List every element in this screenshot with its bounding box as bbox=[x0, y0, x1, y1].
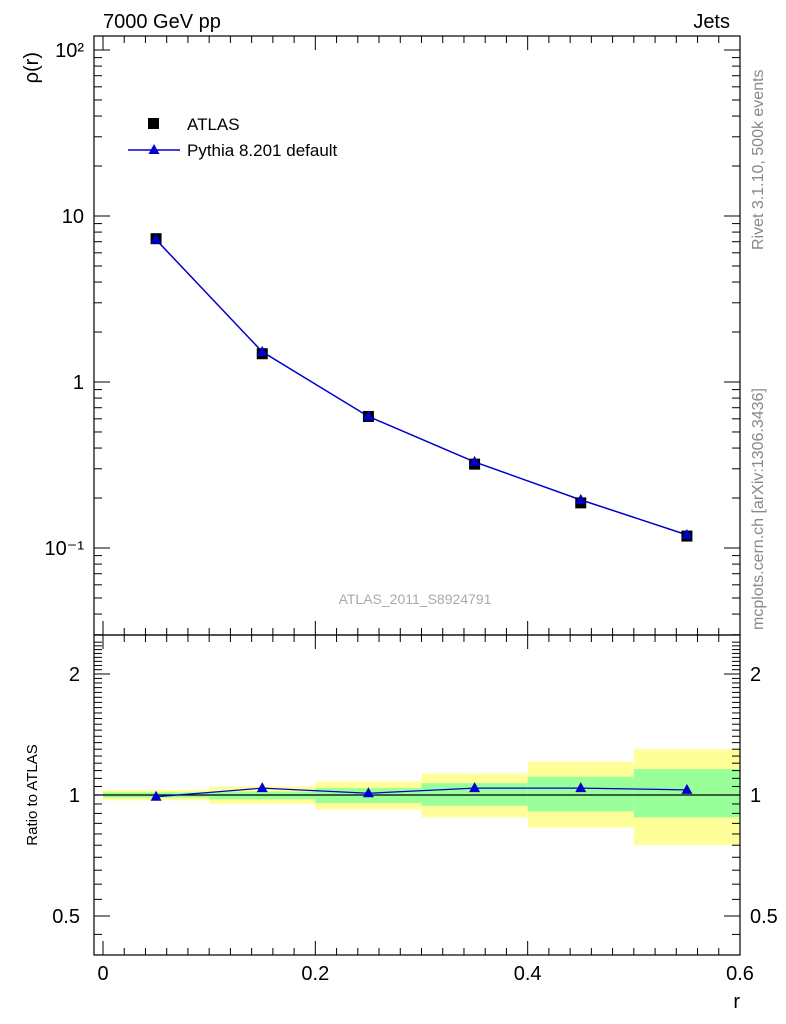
ratio-point bbox=[575, 782, 587, 793]
xlabel: r bbox=[733, 991, 740, 1013]
legend-pythia-label: Pythia 8.201 default bbox=[187, 141, 338, 160]
rivet-label: Rivet 3.1.10, 500k events bbox=[750, 69, 767, 250]
x-tick-label: 0.6 bbox=[726, 963, 754, 985]
ratio-stat-band-4 bbox=[527, 776, 634, 812]
ratio-y-tick-label-right: 2 bbox=[750, 664, 761, 686]
pythia-point bbox=[362, 410, 374, 421]
analysis-watermark: ATLAS_2011_S8924791 bbox=[339, 591, 492, 607]
y-tick-label: 10 bbox=[62, 206, 84, 228]
pythia-point bbox=[150, 233, 162, 244]
ratio-y-tick-label: 0.5 bbox=[52, 906, 80, 928]
x-tick-label: 0.4 bbox=[514, 963, 542, 985]
y-tick-label: 10⁻¹ bbox=[45, 538, 85, 560]
data-marks bbox=[150, 233, 693, 801]
pythia-point bbox=[469, 455, 481, 466]
ratio-point bbox=[469, 782, 481, 793]
ratio-point bbox=[256, 782, 268, 793]
legend-pythia-marker bbox=[148, 144, 160, 154]
ratio-y-tick-label: 2 bbox=[69, 664, 80, 686]
legend-atlas-label: ATLAS bbox=[187, 115, 240, 134]
x-tick-label: 0.2 bbox=[301, 963, 329, 985]
axes: 0 0.2 0.4 0.6 10⁻¹ 1 10 10² 0.5 0.5 1 1 2 2 bbox=[45, 35, 778, 985]
y-tick-label: 10² bbox=[55, 40, 84, 62]
pythia-point bbox=[681, 528, 693, 539]
ratio-ylabel: Ratio to ATLAS bbox=[24, 744, 41, 845]
pythia-line bbox=[155, 239, 688, 536]
ratio-panel bbox=[94, 749, 740, 846]
legend: ATLAS Pythia 8.201 default bbox=[128, 115, 338, 160]
mcplots-label: mcplots.cern.ch [arXiv:1306.3436] bbox=[750, 388, 767, 630]
ratio-point bbox=[150, 790, 162, 801]
pythia-point bbox=[575, 493, 587, 504]
ratio-line bbox=[156, 787, 687, 798]
legend-atlas-marker bbox=[148, 118, 159, 129]
header-right: Jets bbox=[693, 11, 730, 33]
pythia-point bbox=[256, 345, 268, 356]
y-tick-label: 1 bbox=[73, 372, 84, 394]
ratio-point bbox=[681, 783, 693, 794]
x-tick-label: 0 bbox=[97, 963, 108, 985]
ratio-point bbox=[362, 787, 374, 798]
ratio-y-tick-label-right: 0.5 bbox=[750, 906, 778, 928]
ratio-y-tick-label-right: 1 bbox=[750, 785, 761, 807]
ratio-y-tick-label: 1 bbox=[69, 785, 80, 807]
main-ylabel: ρ(r) bbox=[21, 52, 43, 83]
header-left: 7000 GeV pp bbox=[103, 11, 221, 33]
